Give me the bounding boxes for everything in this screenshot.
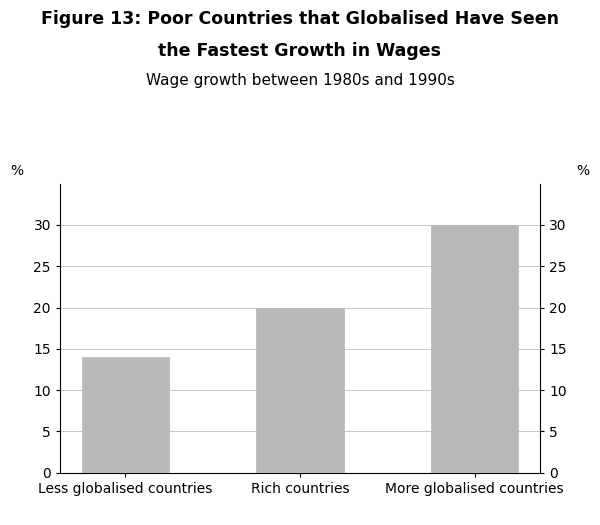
Text: the Fastest Growth in Wages: the Fastest Growth in Wages xyxy=(158,42,442,60)
Bar xyxy=(82,357,169,472)
Text: %: % xyxy=(10,164,23,178)
Text: Wage growth between 1980s and 1990s: Wage growth between 1980s and 1990s xyxy=(146,74,454,89)
Text: %: % xyxy=(577,164,590,178)
Text: Figure 13: Poor Countries that Globalised Have Seen: Figure 13: Poor Countries that Globalise… xyxy=(41,10,559,28)
Bar xyxy=(256,308,344,472)
Bar xyxy=(431,225,518,472)
